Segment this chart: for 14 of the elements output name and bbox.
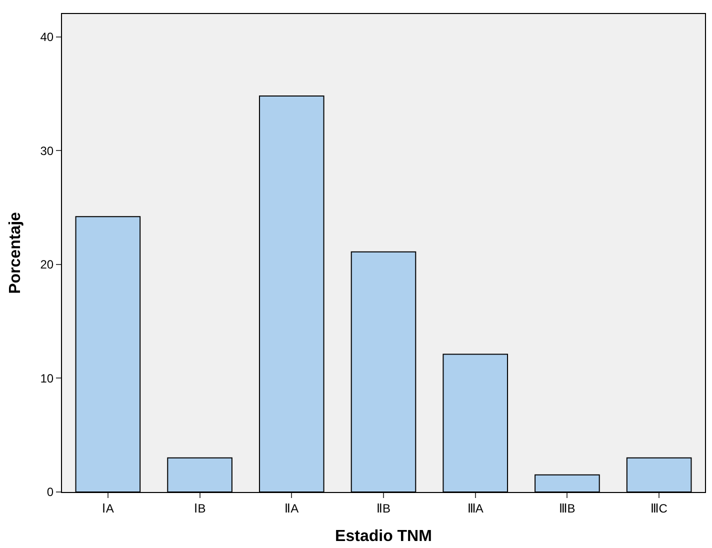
y-tick-label: 0	[46, 485, 54, 500]
x-tick-label: ⅡB	[376, 501, 391, 516]
x-tick-label: ⅢA	[467, 501, 484, 516]
y-tick-label: 10	[40, 371, 54, 386]
x-tick-label: ⅠA	[102, 501, 114, 516]
y-tick-label: 20	[40, 258, 54, 272]
x-tick-label: ⅢB	[559, 501, 576, 516]
y-tick-label: 30	[40, 144, 54, 158]
y-tick-label: 40	[40, 30, 54, 44]
x-tick-label: ⅡA	[284, 501, 299, 516]
x-tick-label: ⅢC	[650, 501, 668, 516]
y-axis-title: Porcentaje	[7, 212, 24, 294]
x-tick-label: ⅠB	[194, 501, 206, 516]
x-axis-title: Estadio TNM	[335, 528, 432, 546]
